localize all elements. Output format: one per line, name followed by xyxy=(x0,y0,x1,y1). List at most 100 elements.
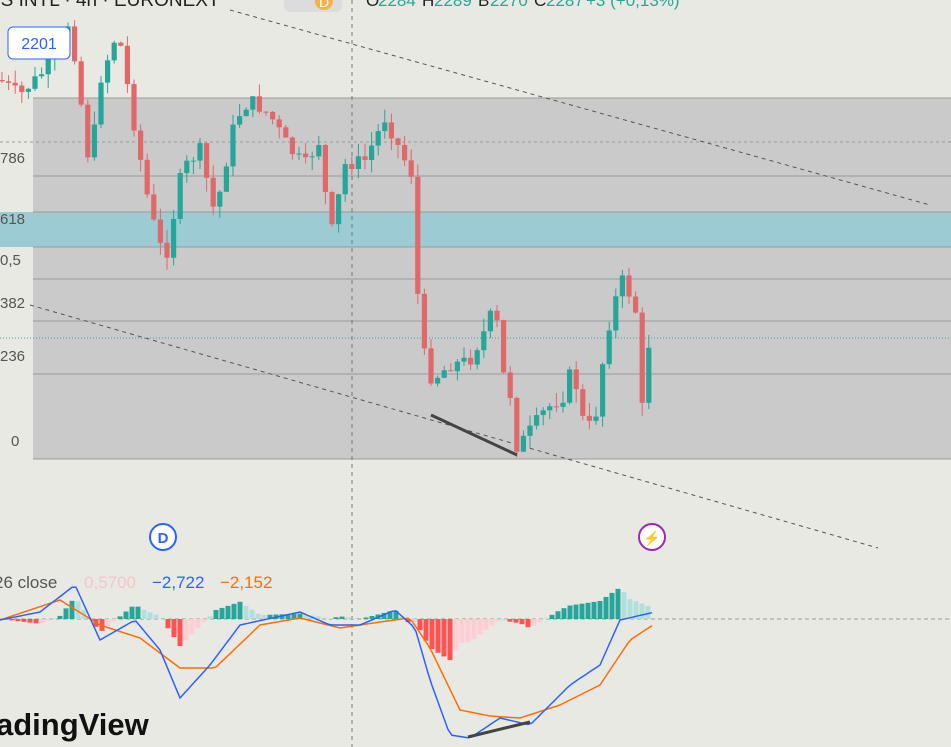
candle-body xyxy=(342,164,348,195)
histogram-bar xyxy=(483,619,489,630)
fib-label: 786 xyxy=(0,150,25,167)
histogram-bar xyxy=(477,619,483,635)
candle-body xyxy=(25,88,31,92)
histogram-bar xyxy=(153,614,159,619)
histogram-bar xyxy=(351,618,357,619)
candle-body xyxy=(355,156,361,169)
ohlc-key: H xyxy=(422,0,434,10)
histogram-bar xyxy=(411,619,417,622)
fib-label: 618 xyxy=(0,211,25,228)
candle-body xyxy=(263,111,269,113)
candle-body xyxy=(85,104,91,158)
histogram-bar xyxy=(315,616,321,619)
earnings-marker[interactable] xyxy=(638,523,666,551)
candle-body xyxy=(124,45,130,85)
dividend-marker[interactable] xyxy=(149,523,177,551)
candle-body xyxy=(468,357,474,365)
candle-body xyxy=(415,176,421,294)
candles xyxy=(0,20,652,458)
signal-line xyxy=(0,599,653,719)
candle-body xyxy=(369,145,375,160)
candle-body xyxy=(230,124,236,167)
candle-body xyxy=(164,242,170,258)
histogram-bar xyxy=(393,610,399,619)
symbol: ES INTL · 4h · EURONEXT xyxy=(0,0,220,11)
histogram-bar xyxy=(621,592,627,619)
histogram-bar xyxy=(291,613,297,619)
trend-line xyxy=(229,9,931,206)
histogram-bar xyxy=(645,605,651,619)
candle-body xyxy=(441,370,447,378)
ohlc-key: B xyxy=(478,0,489,10)
histogram-bar xyxy=(21,619,27,622)
histogram-bar xyxy=(207,616,213,619)
fib-label: 0,5 xyxy=(0,252,21,269)
candle-body xyxy=(487,310,493,332)
histogram-bar xyxy=(333,617,339,619)
histogram-bar xyxy=(501,619,507,621)
candle-body xyxy=(580,389,586,416)
candle-body xyxy=(494,310,500,321)
candle-body xyxy=(461,357,467,362)
candle-body xyxy=(72,26,78,62)
fib-labels: 786 618 0,5 382 236 0 xyxy=(0,150,25,450)
candle-body xyxy=(534,415,540,426)
candle-body xyxy=(309,156,315,158)
candle-body xyxy=(131,84,137,131)
histogram-bar xyxy=(489,619,495,626)
histogram-bar xyxy=(69,600,75,619)
histogram-bar xyxy=(141,609,147,619)
histogram-bar xyxy=(597,601,603,619)
histogram-bar xyxy=(105,619,111,627)
histogram-bar xyxy=(189,619,195,635)
candle-body xyxy=(138,130,144,160)
histogram-bar xyxy=(627,598,633,619)
candle-body xyxy=(171,218,177,258)
candle-body xyxy=(19,85,25,92)
histogram-bar xyxy=(147,612,153,619)
candle-body xyxy=(45,57,51,75)
candle-body xyxy=(560,402,566,407)
histogram-bar xyxy=(405,619,411,623)
candle-body xyxy=(118,42,124,46)
histogram-bar xyxy=(633,601,639,619)
price-badge[interactable] xyxy=(7,26,71,60)
candle-body xyxy=(157,219,163,243)
histogram-bar xyxy=(441,619,447,657)
candle-body xyxy=(32,76,38,89)
histogram-bar xyxy=(447,619,453,661)
candle-body xyxy=(270,111,276,120)
candle-body xyxy=(388,122,394,139)
histogram-bar xyxy=(513,619,519,623)
histogram-bar xyxy=(321,617,327,619)
candle-body xyxy=(454,361,460,372)
histogram-bar xyxy=(591,601,597,619)
divergence-line xyxy=(467,720,531,739)
candle-body xyxy=(540,410,546,416)
toolbar-button[interactable] xyxy=(284,0,342,12)
toolbar-icon-text: D xyxy=(319,0,329,10)
histogram-bar xyxy=(369,615,375,619)
candle-body xyxy=(296,153,302,155)
candle-body xyxy=(177,173,183,219)
candle-body xyxy=(78,61,84,105)
candle-body xyxy=(329,192,335,225)
histogram-bar xyxy=(165,619,171,629)
histogram-bar xyxy=(171,619,177,638)
histogram-bar xyxy=(231,603,237,619)
candle-body xyxy=(250,96,256,110)
histogram-bar xyxy=(345,617,351,619)
candle-body xyxy=(0,80,5,82)
histogram-bar xyxy=(573,604,579,619)
candle-body xyxy=(501,320,507,373)
fib-label: 236 xyxy=(0,348,25,365)
candle-body xyxy=(428,348,434,384)
candle-body xyxy=(105,60,111,83)
candle-body xyxy=(514,397,520,452)
histogram-bar xyxy=(237,601,243,619)
candle-body xyxy=(91,124,97,158)
dividend-marker-text: D xyxy=(158,530,169,547)
histogram-bar xyxy=(537,619,543,623)
histogram-bar xyxy=(303,614,309,619)
candle-body xyxy=(362,156,368,160)
